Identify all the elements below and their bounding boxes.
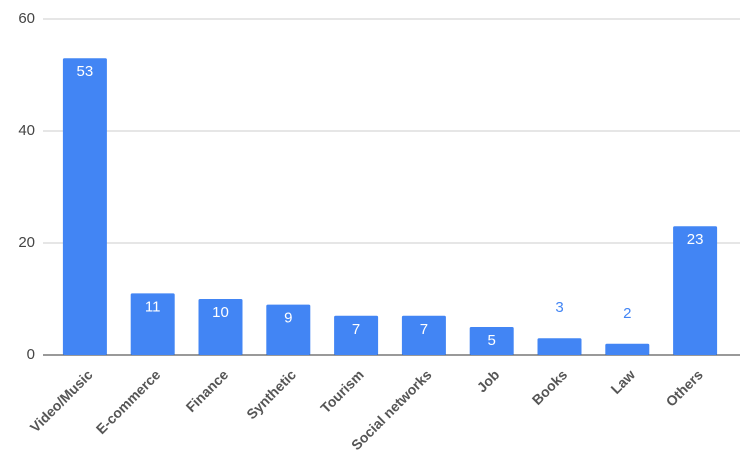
value-label: 7 — [352, 321, 360, 338]
x-tick-label: Job — [474, 366, 503, 395]
bar — [198, 299, 243, 355]
y-tick-label: 40 — [18, 122, 35, 139]
bar — [62, 58, 107, 355]
value-label: 11 — [145, 298, 161, 315]
bar — [334, 315, 379, 355]
bar — [401, 315, 446, 355]
x-tick-label: Video/Music — [27, 366, 96, 435]
x-tick-label: Law — [607, 366, 638, 397]
x-tick-label: Synthetic — [243, 366, 299, 422]
y-tick-label: 60 — [18, 10, 35, 27]
value-label: 7 — [420, 321, 428, 338]
bar — [673, 226, 718, 355]
value-label: 23 — [687, 231, 704, 248]
value-label: 2 — [623, 305, 631, 322]
x-tick-label: Books — [529, 366, 571, 408]
value-label: 5 — [488, 332, 496, 349]
value-label: 10 — [212, 304, 229, 321]
value-label: 9 — [284, 310, 292, 327]
y-tick-label: 20 — [18, 234, 35, 251]
x-tick-label: Finance — [183, 366, 232, 415]
x-tick-label: E-commerce — [93, 366, 164, 437]
bar — [537, 338, 582, 355]
y-tick-label: 0 — [27, 346, 35, 363]
value-label: 3 — [555, 299, 563, 316]
value-label: 53 — [77, 63, 94, 80]
x-tick-label: Others — [663, 366, 706, 409]
bar — [469, 327, 514, 355]
x-tick-label: Tourism — [317, 366, 367, 416]
bar — [266, 304, 311, 355]
bar — [130, 293, 175, 355]
bar — [605, 343, 650, 355]
